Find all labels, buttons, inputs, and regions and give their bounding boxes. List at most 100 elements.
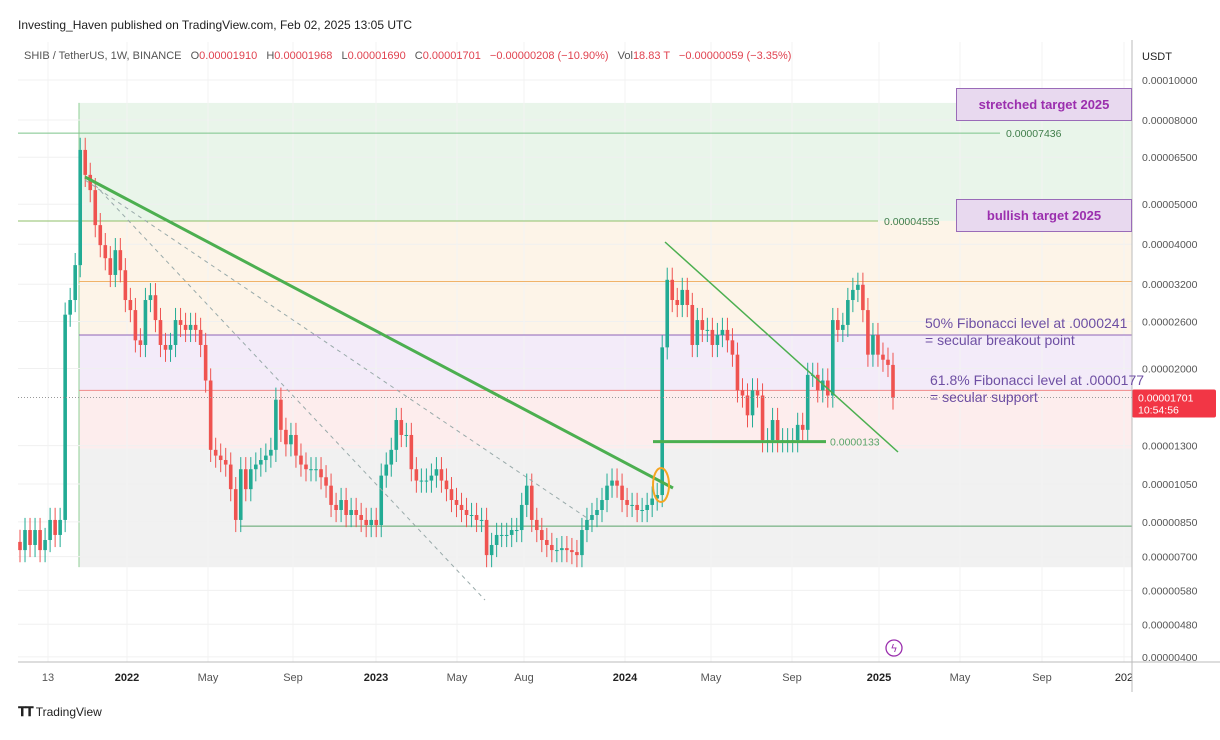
candle[interactable]	[645, 492, 649, 523]
candle[interactable]	[78, 137, 83, 278]
candle[interactable]	[685, 277, 690, 318]
candle[interactable]	[264, 443, 268, 473]
candle[interactable]	[529, 473, 534, 533]
candle[interactable]	[379, 463, 384, 538]
candle[interactable]	[700, 307, 705, 343]
candle[interactable]	[259, 447, 263, 477]
candle[interactable]	[243, 457, 248, 502]
candle[interactable]	[650, 486, 654, 518]
candle[interactable]	[339, 487, 343, 523]
candle[interactable]	[730, 328, 735, 367]
candle[interactable]	[705, 317, 710, 343]
candle[interactable]	[600, 487, 604, 523]
candle[interactable]	[419, 468, 424, 493]
candle[interactable]	[254, 452, 258, 482]
candle[interactable]	[38, 517, 42, 563]
candle[interactable]	[183, 312, 188, 343]
candle[interactable]	[274, 387, 278, 462]
candle[interactable]	[836, 307, 840, 343]
candle[interactable]	[494, 522, 499, 558]
dashed-trendline[interactable]	[84, 179, 591, 521]
candle[interactable]	[233, 477, 238, 533]
stretched-target-box[interactable]: stretched target 2025	[956, 88, 1132, 121]
candle[interactable]	[820, 368, 825, 403]
descending-trendline[interactable]	[664, 241, 899, 453]
candle[interactable]	[374, 507, 379, 538]
candle[interactable]	[555, 537, 559, 563]
candle[interactable]	[118, 238, 123, 283]
candle[interactable]	[434, 457, 439, 488]
candle[interactable]	[43, 527, 47, 563]
candle[interactable]	[580, 517, 584, 568]
candle[interactable]	[48, 507, 52, 553]
candle[interactable]	[63, 302, 67, 533]
candle[interactable]	[143, 287, 148, 358]
candle[interactable]	[570, 537, 574, 565]
candle[interactable]	[359, 502, 363, 533]
candle[interactable]	[690, 292, 695, 358]
candle[interactable]	[710, 317, 715, 358]
candle[interactable]	[208, 368, 213, 462]
candle[interactable]	[399, 407, 404, 448]
candle[interactable]	[770, 407, 775, 453]
candle[interactable]	[891, 352, 895, 410]
candle[interactable]	[519, 492, 524, 543]
candle[interactable]	[344, 487, 348, 528]
candle[interactable]	[590, 502, 594, 533]
candle[interactable]	[203, 332, 208, 393]
candle[interactable]	[269, 437, 273, 468]
candle[interactable]	[188, 312, 193, 343]
candle[interactable]	[108, 246, 113, 288]
candle[interactable]	[218, 443, 223, 473]
candle[interactable]	[560, 536, 564, 563]
candle[interactable]	[289, 422, 293, 457]
candle[interactable]	[294, 422, 298, 468]
candle[interactable]	[198, 317, 203, 358]
candle[interactable]	[18, 529, 22, 563]
candle[interactable]	[103, 233, 108, 271]
candle[interactable]	[429, 463, 434, 493]
candle[interactable]	[384, 452, 389, 488]
candle[interactable]	[565, 536, 569, 563]
candle[interactable]	[469, 502, 474, 528]
candle[interactable]	[484, 507, 489, 568]
candle[interactable]	[479, 507, 484, 533]
candle[interactable]	[851, 277, 855, 313]
candle[interactable]	[615, 468, 619, 498]
candle[interactable]	[53, 507, 57, 548]
candle[interactable]	[660, 335, 665, 508]
candle[interactable]	[133, 297, 138, 353]
candle[interactable]	[324, 465, 328, 498]
candle[interactable]	[128, 287, 133, 323]
candle[interactable]	[88, 162, 93, 203]
candle[interactable]	[605, 473, 609, 513]
candle[interactable]	[886, 347, 890, 378]
bullish-target-box[interactable]: bullish target 2025	[956, 199, 1132, 232]
candle[interactable]	[670, 267, 675, 313]
candle[interactable]	[459, 492, 464, 523]
candle[interactable]	[299, 443, 303, 477]
candle[interactable]	[640, 497, 644, 523]
candle[interactable]	[33, 517, 37, 558]
candle[interactable]	[414, 457, 419, 493]
candle[interactable]	[715, 322, 720, 358]
candle[interactable]	[213, 437, 218, 468]
candle[interactable]	[113, 238, 118, 288]
candle[interactable]	[354, 497, 358, 528]
candle[interactable]	[680, 277, 685, 318]
candle[interactable]	[193, 312, 198, 343]
candle[interactable]	[173, 307, 178, 358]
candle[interactable]	[364, 507, 368, 538]
candle[interactable]	[223, 447, 228, 477]
candle[interactable]	[334, 492, 338, 523]
candle[interactable]	[163, 332, 168, 362]
candle[interactable]	[409, 422, 414, 482]
candle[interactable]	[489, 532, 494, 568]
candle[interactable]	[499, 522, 504, 548]
candle[interactable]	[846, 287, 850, 338]
candle[interactable]	[349, 497, 353, 528]
candle[interactable]	[795, 412, 800, 453]
candle[interactable]	[138, 328, 143, 358]
candle[interactable]	[575, 539, 579, 568]
candle[interactable]	[881, 342, 885, 372]
